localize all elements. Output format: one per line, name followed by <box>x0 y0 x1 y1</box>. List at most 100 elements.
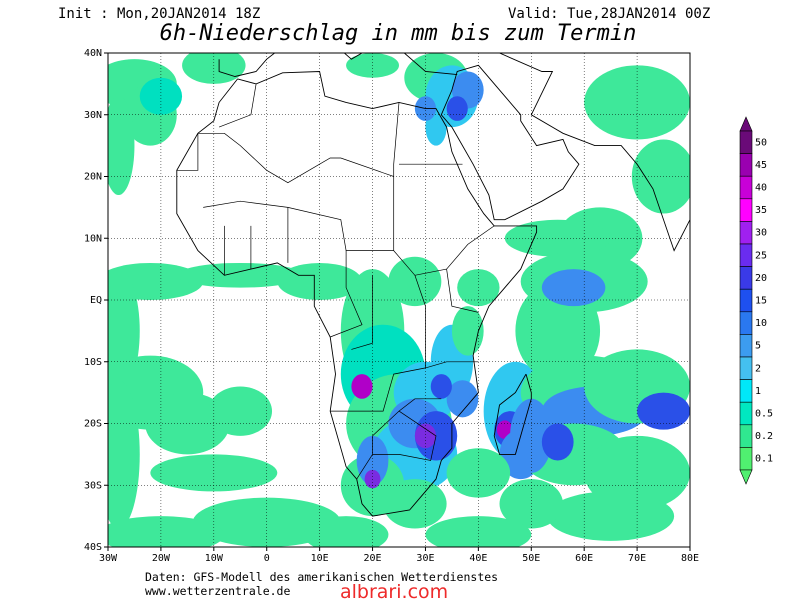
precip-cell <box>425 516 532 547</box>
precip-cell <box>108 380 140 529</box>
legend-swatch <box>739 311 753 335</box>
legend-swatch <box>739 266 753 290</box>
legend-swatch <box>739 153 753 177</box>
legend-label: 0.5 <box>755 409 773 420</box>
lon-label: 30E <box>416 553 434 564</box>
precip-cell <box>150 454 278 492</box>
border <box>372 410 437 461</box>
lat-label: EQ <box>90 295 102 306</box>
lat-label: 10S <box>84 357 102 368</box>
precip-cell <box>510 398 553 473</box>
coastline <box>493 373 532 455</box>
precip-cell <box>637 392 690 430</box>
watermark: albrari.com <box>340 581 448 600</box>
precip-cell <box>388 256 442 307</box>
legend-swatch <box>739 424 753 448</box>
legend-swatch <box>739 447 753 471</box>
border <box>330 275 426 412</box>
lat-label: 30N <box>84 110 102 121</box>
border <box>446 269 479 313</box>
border <box>176 133 199 171</box>
precip-cell <box>414 423 437 449</box>
border <box>330 250 363 338</box>
precip-cell <box>446 380 479 418</box>
lon-label: 20E <box>364 553 382 564</box>
legend-label: 10 <box>755 318 767 329</box>
lat-label: 40S <box>84 542 102 553</box>
map-title: 6h-Niederschlag in mm bis zum Termin <box>160 21 637 46</box>
legend-label: 15 <box>755 296 767 307</box>
legend-swatch <box>739 243 753 267</box>
precip-cell <box>108 516 225 547</box>
lat-label: 20N <box>84 172 102 183</box>
precip-cell <box>430 374 452 399</box>
legend-swatch <box>739 221 753 245</box>
legend-swatch <box>739 130 753 154</box>
lon-label: 40E <box>469 553 487 564</box>
legend-label: 5 <box>755 341 761 352</box>
precip-cell <box>208 386 273 436</box>
legend-label: 25 <box>755 250 767 261</box>
legend-arrow <box>739 469 753 485</box>
lat-label: 30S <box>84 480 102 491</box>
precip-cell <box>504 219 611 257</box>
precip-cell <box>547 491 675 541</box>
precip-cell <box>541 269 606 307</box>
coastline <box>499 53 690 252</box>
init-time: Init : Mon,20JAN2014 18Z <box>58 6 260 22</box>
lon-label: 20W <box>152 553 171 564</box>
legend-swatch <box>739 334 753 358</box>
border <box>203 200 495 276</box>
border <box>351 275 373 350</box>
legend-label: 2 <box>755 363 761 374</box>
precip-cell <box>541 423 574 461</box>
lat-label: 20S <box>84 419 102 430</box>
legend-swatch <box>739 401 753 426</box>
legend-label: 0.1 <box>755 454 773 465</box>
legend-swatch <box>739 198 753 222</box>
precip-cell <box>446 96 468 121</box>
border <box>197 102 400 184</box>
legend-label: 20 <box>755 273 767 284</box>
legend-arrow <box>739 116 753 132</box>
coastlines <box>176 53 690 517</box>
precip-cell <box>108 96 135 196</box>
data-source: Daten: GFS-Modell des amerikanischen Wet… <box>145 570 498 584</box>
legend-label: 0.2 <box>755 431 773 442</box>
legend-label: 35 <box>755 205 767 216</box>
coastline <box>176 71 538 517</box>
precip-cell <box>176 262 304 288</box>
lon-label: 70E <box>628 553 646 564</box>
lon-label: 60E <box>575 553 593 564</box>
legend-swatch <box>739 379 753 403</box>
border <box>425 361 479 369</box>
lon-label: 0 <box>264 553 270 564</box>
legend-label: 50 <box>755 137 767 148</box>
lon-label: 10W <box>205 553 224 564</box>
precip-cell <box>139 77 183 115</box>
precip-cell <box>351 374 373 399</box>
website: www.wetterzentrale.de <box>145 584 290 598</box>
lat-label: 40N <box>84 48 102 59</box>
color-legend: 50 45 40 35 30 25 20 15 10 5 2 1 0.5 0.2 0.1 <box>739 116 773 485</box>
precip-cell <box>356 435 389 486</box>
lon-label: 50E <box>522 553 540 564</box>
lat-label: 10N <box>84 233 102 244</box>
legend-label: 1 <box>755 386 761 397</box>
precip-cell <box>584 65 690 140</box>
border <box>218 83 257 128</box>
legend-swatch <box>739 288 753 313</box>
lon-label: 30W <box>99 553 118 564</box>
precipitation-layer <box>108 53 690 547</box>
legend-swatch <box>739 356 753 380</box>
precip-cell <box>145 392 230 455</box>
coastline <box>343 53 363 60</box>
coastline <box>218 53 276 77</box>
lon-label: 10E <box>311 553 329 564</box>
legend-label: 40 <box>755 183 767 194</box>
border <box>356 398 442 480</box>
legend-label: 30 <box>755 228 767 239</box>
